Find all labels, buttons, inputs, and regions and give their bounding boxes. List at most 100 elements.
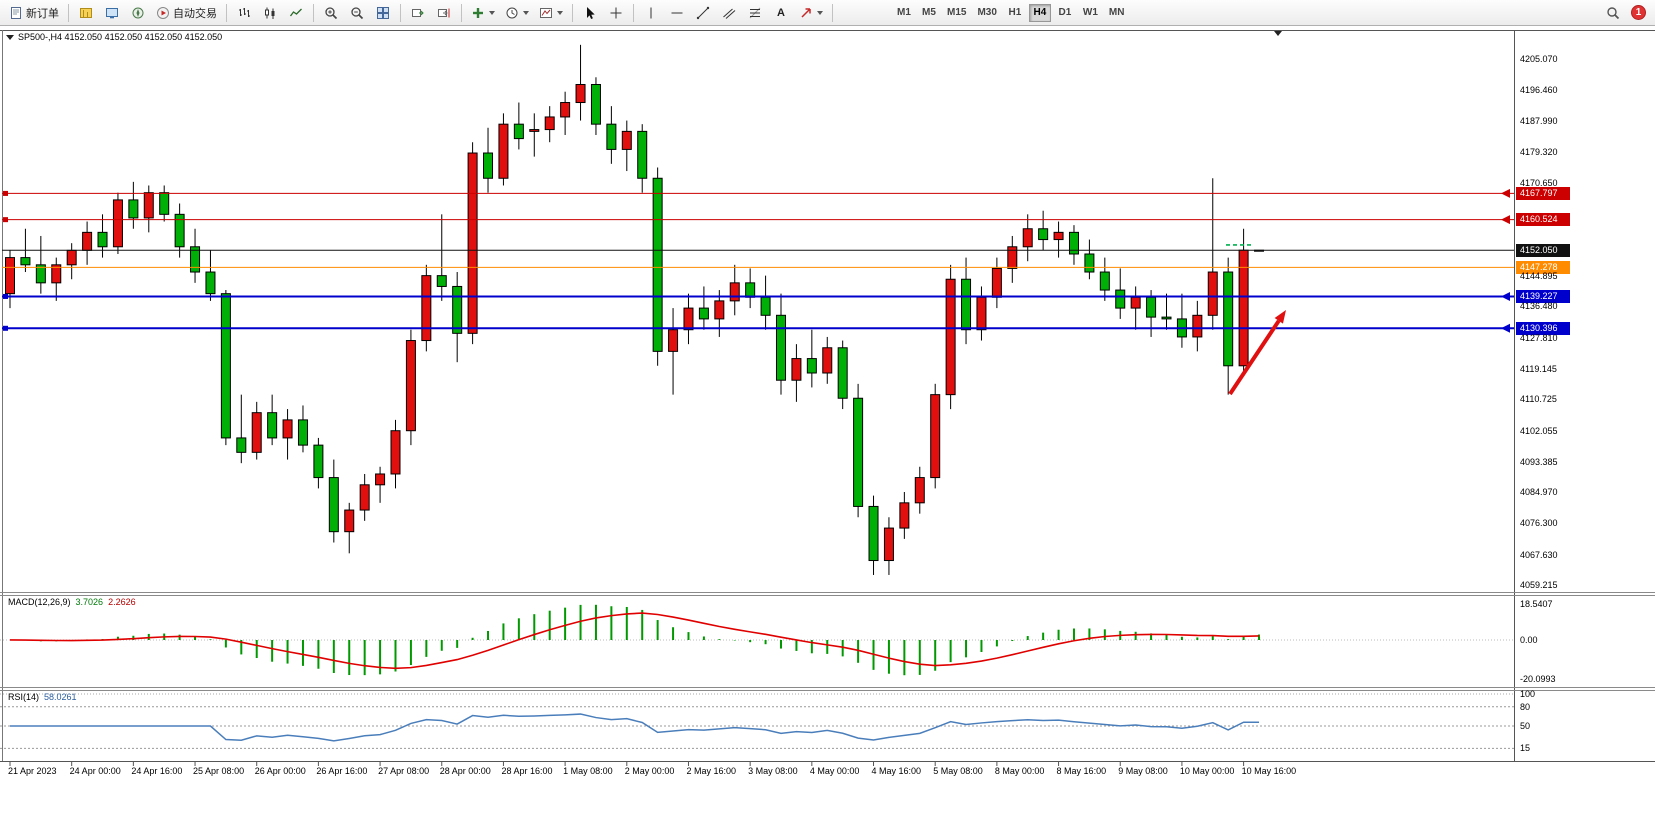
chevron-down-icon	[817, 10, 823, 15]
candle-body	[853, 397, 864, 507]
cursor-button[interactable]	[578, 2, 602, 24]
candle-body	[668, 329, 679, 352]
channel-button[interactable]	[717, 2, 741, 24]
tile-windows-button[interactable]	[371, 2, 395, 24]
toolbar-separator	[633, 3, 634, 22]
timeframe-h1-button[interactable]: H1	[1004, 4, 1026, 22]
timeframe-m5-button[interactable]: M5	[918, 4, 940, 22]
indicators-button[interactable]	[467, 2, 499, 24]
candle-body	[251, 412, 262, 453]
candle-body	[1084, 253, 1095, 273]
timeframe-m1-button[interactable]: M1	[893, 4, 915, 22]
chart-shift-marker[interactable]	[1274, 31, 1282, 36]
candle-body	[282, 419, 293, 439]
candle-body	[914, 477, 925, 504]
autotrade-icon	[157, 6, 169, 19]
line-left-marker	[3, 217, 8, 223]
timeframe-d1-button[interactable]: D1	[1054, 4, 1076, 22]
bar-chart-button[interactable]	[232, 2, 256, 24]
candle-body	[791, 358, 802, 381]
chart-title: SP500-,H4 4152.050 4152.050 4152.050 415…	[18, 32, 223, 42]
candle-body	[97, 231, 108, 248]
search-button[interactable]	[1601, 2, 1625, 24]
trend-arrow-shaft[interactable]	[1228, 319, 1281, 396]
candle-body	[930, 394, 941, 479]
candle-body	[976, 296, 987, 331]
macd-signal-value: 2.2626	[108, 597, 136, 607]
auto-scroll-button[interactable]	[406, 2, 430, 24]
timeframe-m30-button[interactable]: M30	[973, 4, 1000, 22]
candle-body	[652, 177, 663, 352]
candle-body	[1207, 271, 1218, 316]
toolbar-separator	[313, 3, 314, 22]
candle-body	[483, 152, 494, 179]
toolbar-separator	[68, 3, 69, 22]
search-icon	[1607, 6, 1620, 19]
candle-body	[344, 509, 355, 533]
candlestick-chart-button[interactable]	[258, 2, 282, 24]
notification-badge[interactable]: 1	[1631, 5, 1646, 20]
candle-body	[1130, 296, 1141, 309]
vertical-line-button[interactable]	[639, 2, 663, 24]
candle-body	[66, 249, 77, 266]
data-window-button[interactable]	[100, 2, 124, 24]
candle-body	[1068, 231, 1079, 255]
timeframe-m15-button[interactable]: M15	[943, 4, 970, 22]
candle-body	[436, 275, 447, 287]
candle-body	[991, 267, 1002, 298]
crosshair-button[interactable]	[604, 2, 628, 24]
toolbar: 新订单 自动交易	[0, 0, 1655, 26]
trend-arrow-head[interactable]	[1274, 310, 1286, 324]
macd-signal-line	[9, 612, 1260, 670]
templates-button[interactable]	[535, 2, 567, 24]
candle-body	[1099, 271, 1110, 291]
periods-button[interactable]	[501, 2, 533, 24]
candle-body	[159, 192, 170, 215]
candle-body	[236, 437, 247, 453]
macd-main-value: 3.7026	[75, 597, 104, 607]
timeframe-w1-button[interactable]: W1	[1079, 4, 1102, 22]
fibonacci-button[interactable]	[743, 2, 767, 24]
candle-body	[745, 282, 756, 298]
candle-body	[405, 340, 416, 432]
auto-scroll-icon	[412, 8, 424, 17]
candle-body	[1053, 231, 1064, 241]
candle-body	[190, 246, 201, 273]
zoom-in-icon	[325, 6, 338, 19]
trendline-button[interactable]	[691, 2, 715, 24]
zoom-out-button[interactable]	[345, 2, 369, 24]
market-watch-button[interactable]	[74, 2, 98, 24]
arrows-tool-button[interactable]	[795, 2, 827, 24]
candle-body	[1022, 228, 1033, 248]
candle-body	[128, 199, 139, 219]
line-chart-button[interactable]	[284, 2, 308, 24]
timeframe-h4-button[interactable]: H4	[1028, 3, 1051, 22]
candle-body	[544, 116, 555, 131]
new-order-button[interactable]: 新订单	[5, 2, 63, 24]
chart-shift-button[interactable]	[432, 2, 456, 24]
templates-icon	[540, 7, 552, 18]
candle-body	[267, 412, 278, 439]
autotrade-button[interactable]: 自动交易	[152, 2, 221, 24]
toolbar-separator	[226, 3, 227, 22]
timeframe-mn-button[interactable]: MN	[1105, 4, 1129, 22]
candle-body	[883, 527, 894, 562]
line-right-arrow	[1501, 291, 1510, 301]
data-window-icon	[106, 7, 118, 18]
zoom-in-button[interactable]	[319, 2, 343, 24]
candle-body	[1146, 296, 1157, 318]
horizontal-line-button[interactable]	[665, 2, 689, 24]
candle-body	[837, 347, 848, 399]
candle-body	[452, 285, 463, 334]
candle-body	[35, 264, 46, 284]
zoom-out-icon	[351, 6, 364, 19]
candle-body	[961, 278, 972, 331]
text-tool-button[interactable]: A	[769, 2, 793, 24]
candle-body	[1192, 314, 1203, 338]
candle-body	[313, 444, 324, 479]
candle-body	[174, 213, 185, 248]
navigator-button[interactable]	[126, 2, 150, 24]
chart-collapse-icon[interactable]	[6, 34, 14, 40]
